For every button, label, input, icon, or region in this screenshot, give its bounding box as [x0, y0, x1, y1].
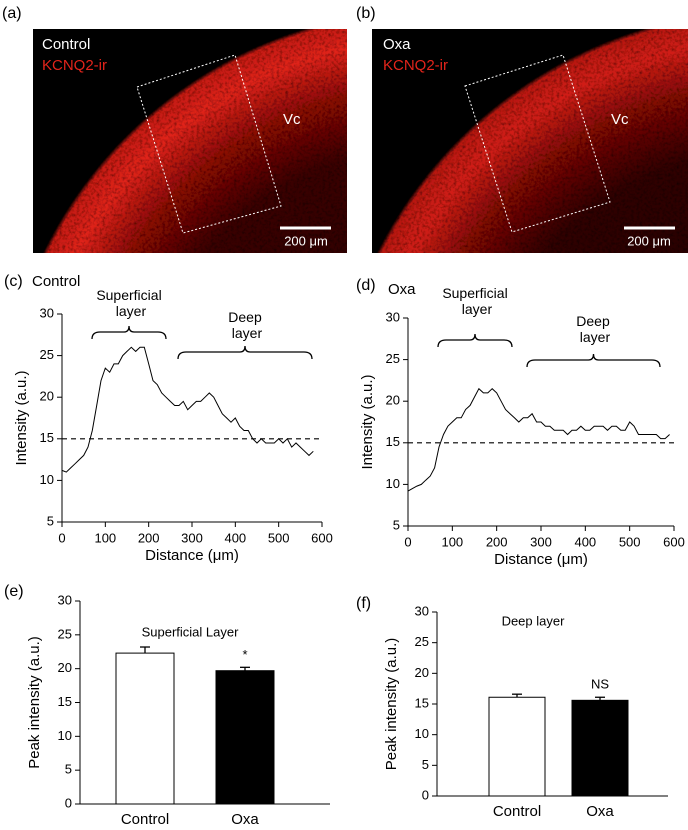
y-tick-label: 5 [47, 513, 54, 528]
y-tick-label: 30 [58, 592, 72, 607]
annotation-brace [91, 325, 167, 340]
y-tick-label: 30 [386, 309, 400, 324]
bar [115, 652, 175, 805]
y-axis-title: Peak intensity (a.u.) [383, 638, 400, 771]
chart-title: Superficial Layer [142, 624, 239, 639]
y-tick-label: 25 [415, 634, 429, 649]
bar [488, 696, 546, 797]
annotation-brace [177, 345, 313, 360]
chart-title: Control [32, 273, 80, 290]
y-tick-label: 30 [40, 305, 54, 320]
x-tick-label: 0 [58, 530, 65, 545]
y-tick-label: 25 [386, 351, 400, 366]
y-tick-label: 20 [40, 389, 54, 404]
y-tick-label: 20 [386, 393, 400, 408]
intensity-line [61, 346, 314, 473]
x-tick-label: Oxa [231, 811, 259, 828]
significance-label: * [242, 647, 247, 662]
panel-label: (a) [2, 5, 22, 22]
x-tick-label: 200 [486, 534, 508, 549]
y-axis-title: Peak intensity (a.u.) [26, 636, 43, 769]
panel-label: (c) [4, 273, 23, 290]
stain-label: KCNQ2-ir [42, 57, 107, 74]
y-tick-label: 15 [415, 695, 429, 710]
region-label: Vc [283, 111, 301, 128]
scale-bar-label: 200 μm [284, 233, 328, 248]
y-tick-label: 10 [415, 726, 429, 741]
roi-box [136, 54, 282, 234]
region-label: Vc [611, 111, 629, 128]
intensity-line [407, 387, 670, 492]
annotation: Deep layer [576, 313, 611, 345]
x-axis-title: Distance (μm) [494, 551, 588, 568]
x-tick-label: 300 [181, 530, 203, 545]
x-axis-title: Distance (μm) [145, 547, 239, 564]
stain-label: KCNQ2-ir [383, 57, 448, 74]
y-tick-label: 5 [393, 517, 400, 532]
y-tick-label: 20 [415, 665, 429, 680]
y-tick-label: 25 [58, 626, 72, 641]
x-tick-label: 300 [530, 534, 552, 549]
x-tick-label: 100 [94, 530, 116, 545]
y-tick-label: 30 [415, 603, 429, 618]
bar [571, 699, 629, 797]
y-tick-label: 0 [65, 795, 72, 810]
y-tick-label: 25 [40, 347, 54, 362]
y-tick-label: 0 [422, 787, 429, 802]
x-tick-label: 600 [663, 534, 685, 549]
y-axis-title: Intensity (a.u.) [359, 374, 376, 469]
y-axis-title: Intensity (a.u.) [13, 370, 30, 465]
y-tick-label: 10 [58, 728, 72, 743]
x-tick-label: 200 [138, 530, 160, 545]
annotation-brace [437, 333, 513, 348]
bar [215, 670, 275, 805]
x-tick-label: 100 [441, 534, 463, 549]
y-tick-label: 5 [422, 757, 429, 772]
y-tick-label: 15 [386, 434, 400, 449]
panel-label: (d) [356, 277, 376, 294]
panel-label: (e) [4, 583, 24, 600]
x-tick-label: 400 [224, 530, 246, 545]
y-tick-label: 15 [58, 694, 72, 709]
chart-title: Oxa [388, 281, 416, 298]
x-tick-label: 0 [404, 534, 411, 549]
condition-label: Oxa [383, 36, 411, 53]
y-tick-label: 5 [65, 762, 72, 777]
condition-label: Control [42, 36, 90, 53]
x-tick-label: 500 [619, 534, 641, 549]
y-tick-label: 10 [40, 472, 54, 487]
x-tick-label: Oxa [586, 803, 614, 820]
annotation: Superficial layer [96, 287, 161, 319]
y-tick-label: 10 [386, 476, 400, 491]
x-tick-label: 400 [574, 534, 596, 549]
significance-label: NS [591, 677, 609, 692]
y-tick-label: 20 [58, 660, 72, 675]
scale-bar-label: 200 μm [627, 233, 671, 248]
micrograph [372, 29, 688, 253]
x-tick-label: Control [493, 803, 541, 820]
annotation: Superficial layer [442, 285, 507, 317]
y-tick-label: 15 [40, 430, 54, 445]
x-tick-label: 500 [268, 530, 290, 545]
x-tick-label: Control [121, 811, 169, 828]
annotation-brace [526, 353, 661, 368]
x-tick-label: 600 [311, 530, 333, 545]
annotation: Deep layer [228, 309, 263, 341]
panel-label: (b) [356, 5, 376, 22]
panel-label: (f) [356, 595, 371, 612]
micrograph [33, 29, 347, 253]
chart-title: Deep layer [502, 613, 566, 628]
roi-box [464, 54, 611, 233]
